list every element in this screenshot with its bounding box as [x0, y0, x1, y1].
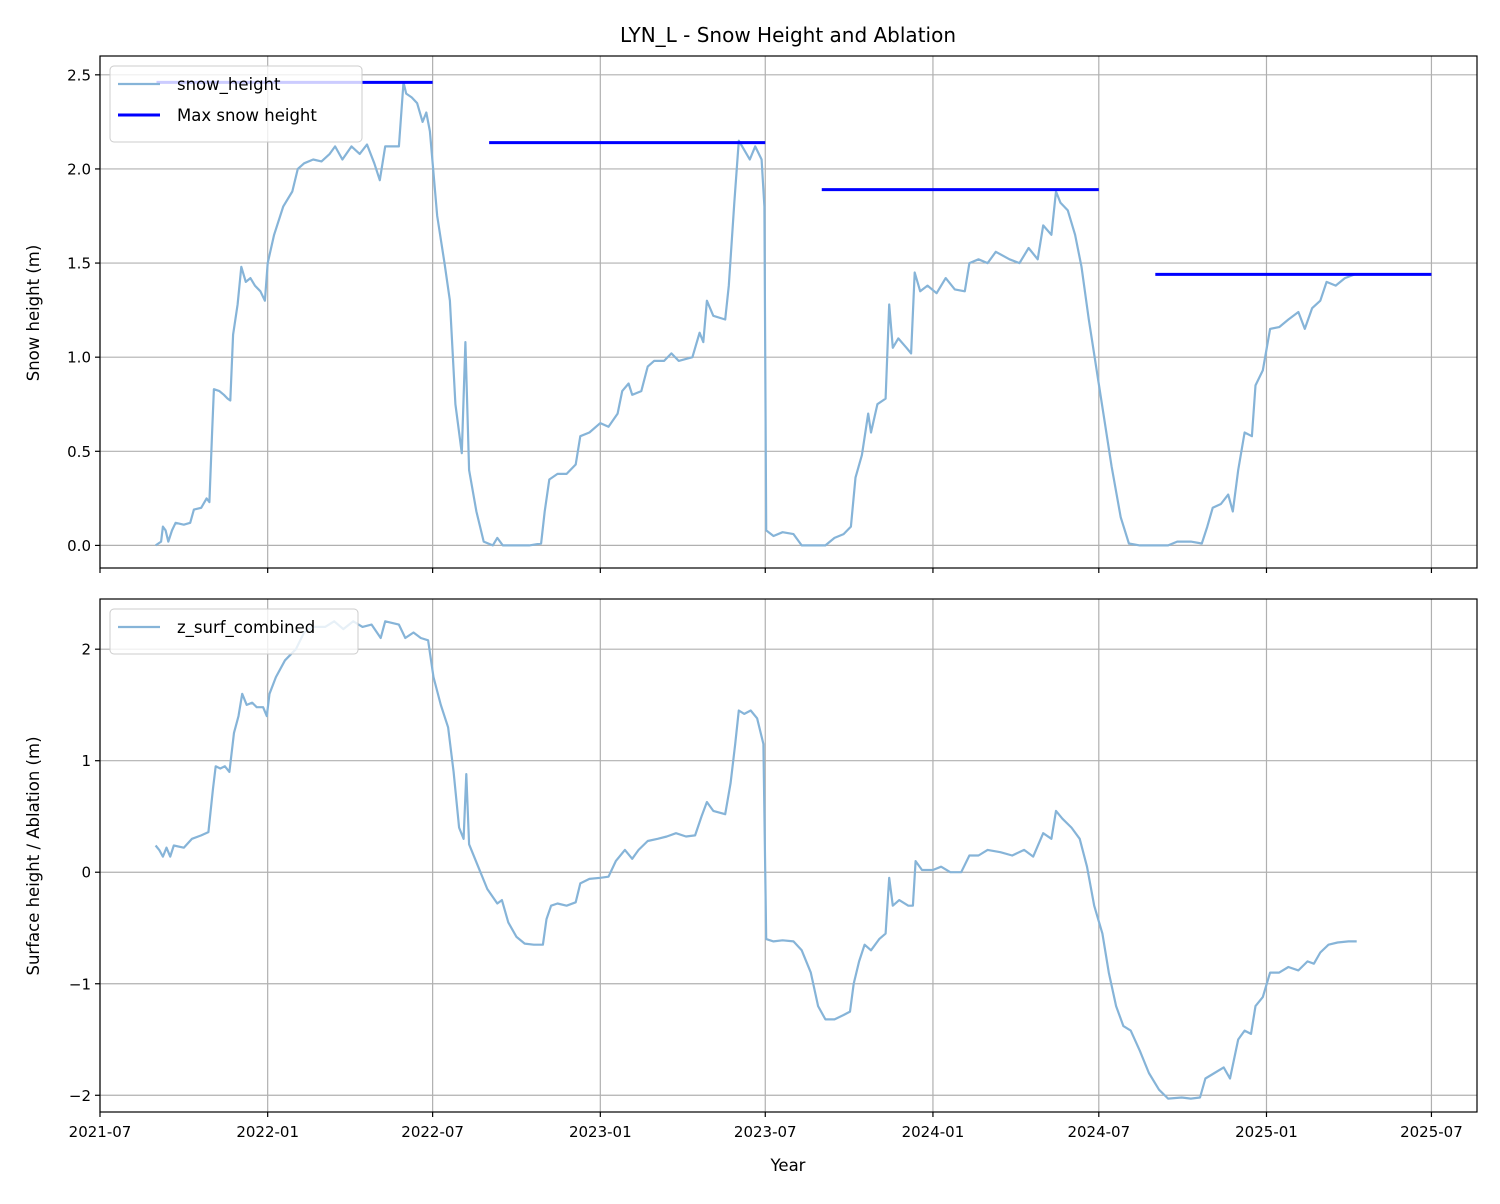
legend-label: snow_height: [177, 75, 281, 95]
y-tick-label: 2.5: [67, 66, 91, 84]
legend-label: z_surf_combined: [177, 618, 315, 638]
y-tick-label: 0.5: [67, 443, 91, 461]
x-tick-label: 2023-01: [569, 1123, 632, 1141]
x-tick-label: 2024-01: [902, 1123, 965, 1141]
x-tick-label: 2022-07: [401, 1123, 464, 1141]
y-tick-label: 1.5: [67, 255, 91, 273]
y-tick-label: 1: [81, 752, 91, 770]
surface-height-panel: 2021-07 2022-01 2022-07 2023-01 2023-07 2024-…: [69, 598, 1478, 1141]
snow-height-panel: 0.0 0.5 1.0 1.5 2.0 2.5 snow_height Max snow he…: [67, 55, 1478, 573]
top-y-axis-label: Snow height (m): [24, 245, 43, 382]
x-tick-label: 2025-01: [1235, 1123, 1298, 1141]
legend: [109, 65, 363, 143]
y-tick-label: 0: [81, 864, 91, 882]
x-tick-label: 2022-01: [236, 1123, 299, 1141]
y-tick-label: 1.0: [67, 349, 91, 367]
legend: [109, 608, 359, 655]
y-tick-label: −1: [69, 975, 91, 993]
y-tick-label: 2: [81, 641, 91, 659]
chart-title: LYN_L - Snow Height and Ablation: [620, 23, 956, 47]
y-tick-label: 0.0: [67, 537, 91, 555]
axes-frame: [99, 55, 1478, 569]
x-tick-label: 2024-07: [1067, 1123, 1130, 1141]
x-tick-label: 2023-07: [734, 1123, 797, 1141]
bottom-y-axis-label: Surface height / Ablation (m): [24, 736, 43, 975]
series-line-snow-height: [154, 81, 1356, 547]
y-tick-label: 2.0: [67, 160, 91, 178]
legend-label: Max snow height: [177, 106, 317, 125]
x-tick-label: 2025-07: [1400, 1123, 1463, 1141]
x-tick-label: 2021-07: [69, 1123, 132, 1141]
x-axis-label: Year: [770, 1156, 806, 1175]
y-tick-label: −2: [69, 1087, 91, 1105]
axes-frame: [99, 598, 1478, 1113]
